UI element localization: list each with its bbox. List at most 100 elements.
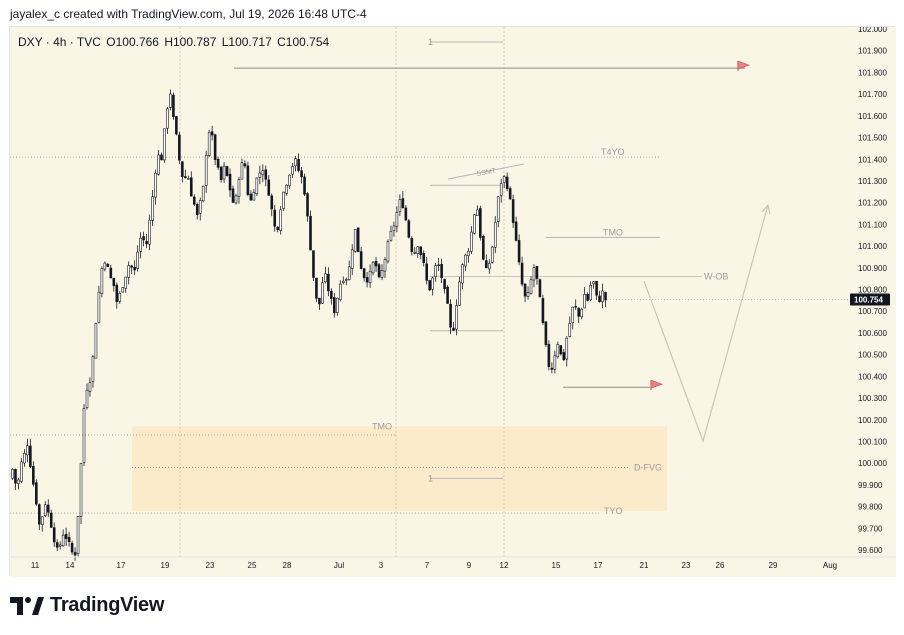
candle-body bbox=[267, 179, 271, 196]
candle-body bbox=[240, 162, 244, 180]
candle-body bbox=[237, 179, 241, 197]
candle-body bbox=[91, 356, 95, 382]
tradingview-branding: TradingView bbox=[10, 594, 164, 617]
candle-body bbox=[565, 337, 569, 360]
candle-body bbox=[160, 154, 163, 161]
label-one-mid: 1 bbox=[428, 473, 433, 483]
candle-body bbox=[294, 158, 297, 167]
candle-body bbox=[505, 176, 509, 189]
candle-body bbox=[407, 220, 411, 238]
candle-body bbox=[571, 306, 575, 324]
legend-high: H100.787 bbox=[164, 35, 217, 49]
candle-body bbox=[306, 193, 309, 217]
candle-body bbox=[228, 173, 232, 191]
candle-body bbox=[586, 293, 589, 301]
candle-body bbox=[276, 226, 280, 231]
candle-body bbox=[347, 266, 351, 281]
candle-body bbox=[100, 268, 104, 294]
candle-body bbox=[476, 209, 479, 216]
candle-body bbox=[148, 219, 151, 245]
candle-body bbox=[327, 273, 330, 292]
candle-body bbox=[580, 309, 583, 318]
chart-frame[interactable]: T4YO TMO W-OB SSMT TMO D-FVG TYO 1 1 102.000 101.… bbox=[9, 26, 896, 577]
candle-body bbox=[136, 251, 139, 269]
candle-body bbox=[252, 192, 256, 201]
candle-body bbox=[76, 515, 80, 554]
price-tick-label: 101.100 bbox=[858, 220, 887, 229]
price-tick-label: 101.600 bbox=[858, 112, 887, 121]
candle-body bbox=[79, 463, 83, 517]
candle-body bbox=[273, 209, 277, 227]
candle-body bbox=[499, 183, 503, 196]
candle-body bbox=[151, 196, 154, 221]
candle-body bbox=[452, 327, 455, 331]
label-t4yo: T4YO bbox=[601, 147, 625, 157]
price-tick-label: 100.500 bbox=[858, 351, 887, 360]
candle-body bbox=[297, 159, 300, 171]
candle-body bbox=[523, 283, 527, 297]
candle-body bbox=[192, 196, 196, 205]
candle-body bbox=[458, 281, 461, 306]
candle-body bbox=[181, 161, 184, 178]
candle-body bbox=[67, 537, 71, 542]
candle-body bbox=[261, 170, 265, 175]
candle-body bbox=[49, 512, 53, 528]
time-tick-label: 21 bbox=[640, 561, 649, 570]
candle-body bbox=[285, 184, 288, 194]
candle-body bbox=[198, 200, 202, 214]
candle-body bbox=[157, 154, 160, 175]
candle-body bbox=[175, 116, 178, 135]
candle-body bbox=[29, 445, 32, 467]
candle-body bbox=[35, 482, 38, 505]
candle-body bbox=[178, 134, 181, 161]
time-tick-label: Jul bbox=[334, 561, 344, 570]
candle-body bbox=[336, 297, 339, 313]
candle-body bbox=[419, 246, 423, 256]
candle-body bbox=[595, 281, 598, 296]
candle-body bbox=[312, 250, 315, 278]
candle-body bbox=[371, 261, 375, 274]
projection-path bbox=[643, 204, 769, 443]
candle-body bbox=[461, 264, 464, 284]
legend-open: O100.766 bbox=[106, 35, 159, 49]
candle-body bbox=[467, 251, 470, 257]
time-tick-label: 28 bbox=[283, 561, 292, 570]
candle-body bbox=[359, 251, 363, 269]
time-tick-label: Aug bbox=[823, 561, 837, 570]
candle-body bbox=[514, 221, 518, 241]
last-price-tag bbox=[850, 293, 890, 306]
candle-body bbox=[562, 352, 566, 361]
candle-body bbox=[431, 277, 434, 290]
candle-body bbox=[401, 198, 405, 209]
candle-body bbox=[508, 188, 512, 200]
candle-body bbox=[315, 277, 318, 299]
candle-body bbox=[309, 215, 312, 251]
candle-body bbox=[225, 166, 229, 176]
candle-body bbox=[389, 230, 393, 241]
candle-body bbox=[517, 240, 521, 263]
candle-body bbox=[440, 263, 443, 279]
target-flag-bottom bbox=[650, 379, 663, 389]
time-tick-label: 9 bbox=[467, 561, 472, 570]
candle-body bbox=[139, 237, 142, 252]
candle-body bbox=[234, 195, 238, 204]
candle-body bbox=[341, 280, 345, 283]
candle-body bbox=[386, 241, 390, 262]
candle-body bbox=[112, 277, 116, 287]
candle-body bbox=[73, 552, 77, 556]
time-tick-label: 17 bbox=[594, 561, 603, 570]
legend-close: C100.754 bbox=[277, 35, 330, 49]
time-tick-label: 23 bbox=[206, 561, 215, 570]
label-tyo: TYO bbox=[604, 506, 623, 516]
candle-body bbox=[40, 516, 44, 525]
label-one-top: 1 bbox=[428, 37, 433, 47]
candle-body bbox=[538, 279, 542, 298]
time-tick-label: 3 bbox=[379, 561, 384, 570]
candle-body bbox=[142, 236, 145, 241]
time-tick-label: 26 bbox=[716, 561, 725, 570]
candle-body bbox=[550, 367, 554, 370]
candle-body bbox=[490, 246, 494, 263]
candle-body bbox=[43, 504, 47, 516]
candle-body bbox=[487, 263, 491, 270]
